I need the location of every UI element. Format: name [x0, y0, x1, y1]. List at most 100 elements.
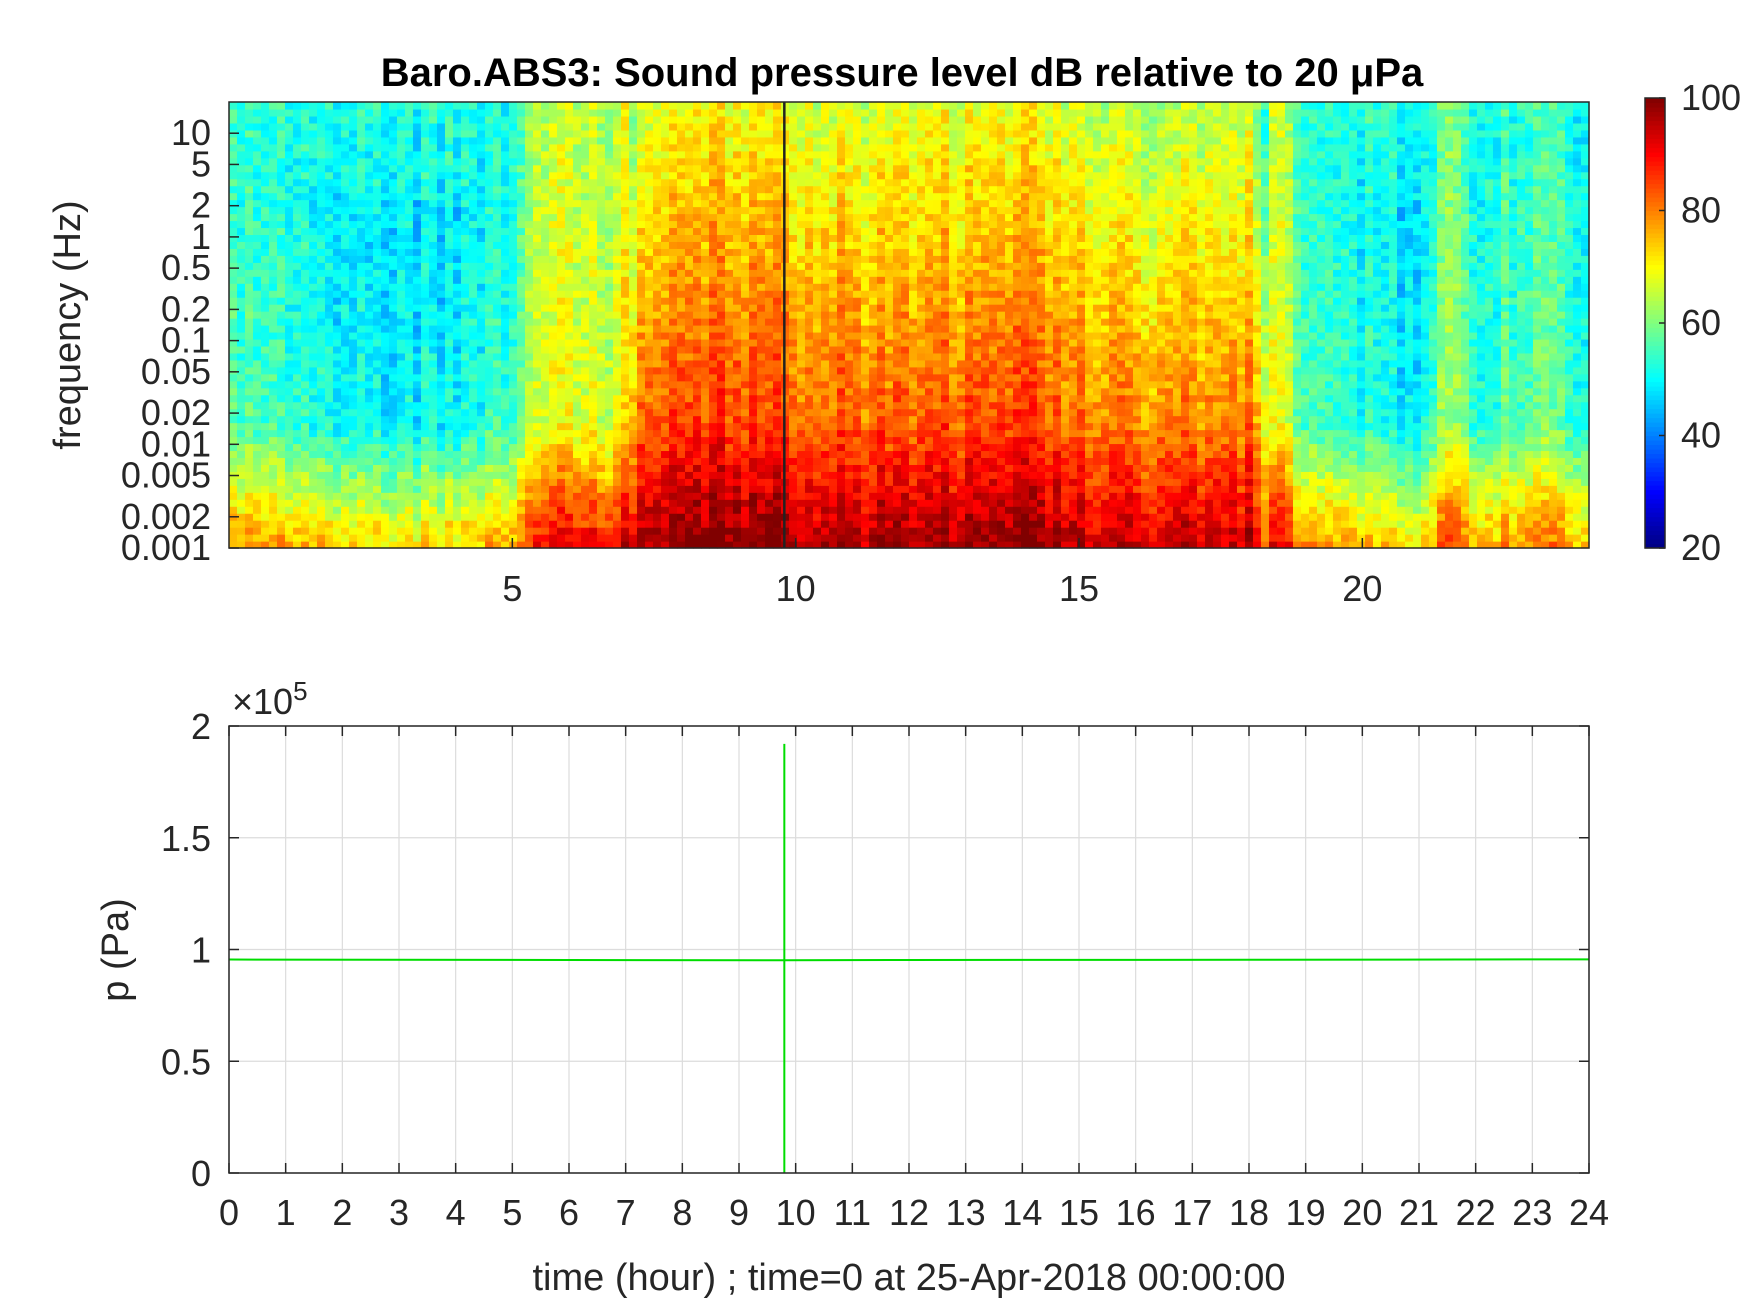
- spectrogram-cell: [397, 534, 406, 542]
- spectrogram-cell: [325, 352, 334, 361]
- spectrogram-cell: [637, 199, 646, 208]
- spectrogram-cell: [429, 429, 438, 438]
- spectrogram-cell: [517, 520, 526, 528]
- spectrogram-cell: [661, 492, 670, 500]
- spectrogram-cell: [613, 108, 622, 117]
- spectrogram-cell: [581, 422, 590, 431]
- spectrogram-cell: [237, 304, 246, 312]
- spectrogram-cell: [397, 171, 406, 180]
- spectrogram-cell: [573, 499, 582, 507]
- spectrogram-cell: [341, 394, 350, 403]
- spectrogram-cell: [333, 262, 342, 270]
- spectrogram-cell: [565, 401, 574, 410]
- spectrogram-cell: [621, 380, 630, 389]
- spectrogram-cell: [653, 401, 662, 410]
- spectrogram-cell: [541, 122, 550, 131]
- spectrogram-cell: [381, 401, 390, 410]
- spectrogram-cell: [581, 471, 590, 479]
- spectrogram-cell: [461, 283, 470, 291]
- spectrogram-cell: [445, 269, 454, 277]
- spectrogram-cell: [373, 290, 382, 298]
- spectrogram-cell: [237, 506, 246, 514]
- spectrogram-cell: [413, 492, 422, 500]
- spectrogram-cell: [245, 443, 254, 452]
- spectrogram-cell: [669, 478, 678, 486]
- spectrogram-cell: [245, 520, 254, 528]
- spectrogram-cell: [477, 150, 486, 159]
- spectrogram-cell: [453, 394, 462, 403]
- spectrogram-cell: [389, 318, 398, 326]
- spectrogram-cell: [717, 290, 726, 298]
- spectrogram-cell: [429, 338, 438, 347]
- spectrogram-cell: [293, 359, 302, 368]
- spectrogram-cell: [309, 164, 318, 173]
- spectrogram-cell: [661, 220, 670, 229]
- spectrogram-cell: [845, 429, 854, 438]
- spectrogram-cell: [589, 227, 598, 236]
- spectrogram-cell: [757, 276, 766, 284]
- spectrogram-cell: [789, 199, 798, 208]
- spectrogram-cell: [717, 171, 726, 180]
- spectrogram-cell: [597, 471, 606, 479]
- spectrogram-cell: [605, 345, 614, 354]
- spectrogram-cell: [797, 534, 806, 542]
- spectrogram-cell: [413, 450, 422, 459]
- spectrogram-cell: [613, 157, 622, 166]
- spectrogram-cell: [469, 485, 478, 493]
- spectrogram-cell: [261, 345, 270, 354]
- spectrogram-cell: [325, 457, 334, 465]
- spectrogram-cell: [317, 387, 326, 396]
- spectrogram-cell: [493, 450, 502, 459]
- spectrogram-cell: [493, 276, 502, 284]
- spectrogram-cell: [397, 471, 406, 479]
- spectrogram-cell: [261, 248, 270, 256]
- spectrogram-cell: [341, 415, 350, 424]
- spectrogram-cell: [389, 534, 398, 542]
- spectrogram-cell: [301, 255, 310, 263]
- spectrogram-cell: [357, 129, 366, 138]
- spectrogram-cell: [453, 436, 462, 445]
- spectrogram-cell: [613, 185, 622, 194]
- spectrogram-cell: [269, 429, 278, 438]
- spectrogram-cell: [549, 534, 558, 542]
- spectrogram-cell: [637, 415, 646, 424]
- spectrogram-cell: [325, 283, 334, 291]
- spectrogram-cell: [525, 227, 534, 236]
- spectrogram-cell: [741, 485, 750, 493]
- spectrogram-cell: [829, 331, 838, 340]
- spectrogram-cell: [261, 297, 270, 305]
- spectrogram-cell: [757, 122, 766, 131]
- spectrogram-cell: [325, 401, 334, 410]
- spectrogram-cell: [229, 318, 238, 326]
- spectrogram-cell: [269, 338, 278, 347]
- spectrogram-cell: [749, 248, 758, 256]
- spectrogram-cell: [645, 234, 654, 242]
- spectrogram-cell: [613, 248, 622, 256]
- spectrogram-cell: [565, 220, 574, 229]
- spectrogram-cell: [429, 373, 438, 382]
- spectrogram-cell: [597, 325, 606, 333]
- spectrogram-cell: [701, 513, 710, 521]
- spectrogram-cell: [701, 373, 710, 382]
- spectrogram-cell: [277, 178, 286, 187]
- spectrogram-cell: [757, 366, 766, 375]
- spectrogram-cell: [525, 122, 534, 131]
- spectrogram-cell: [541, 485, 550, 493]
- spectrogram-cell: [837, 401, 846, 410]
- spectrogram-cell: [229, 220, 238, 229]
- spectrogram-cell: [301, 387, 310, 396]
- spectrogram-cell: [293, 185, 302, 194]
- spectrogram-cell: [269, 450, 278, 459]
- spectrogram-cell: [637, 122, 646, 131]
- spectrogram-cell: [837, 534, 846, 542]
- spectrogram-cell: [469, 297, 478, 305]
- spectrogram-cell: [613, 192, 622, 201]
- spectrogram-cell: [285, 387, 294, 396]
- spectrogram-cell: [661, 241, 670, 249]
- spectrogram-cell: [653, 450, 662, 459]
- spectrogram-cell: [509, 366, 518, 375]
- spectrogram-cell: [685, 304, 694, 312]
- spectrogram-cell: [621, 297, 630, 305]
- spectrogram-cell: [501, 269, 510, 277]
- spectrogram-cell: [253, 143, 262, 152]
